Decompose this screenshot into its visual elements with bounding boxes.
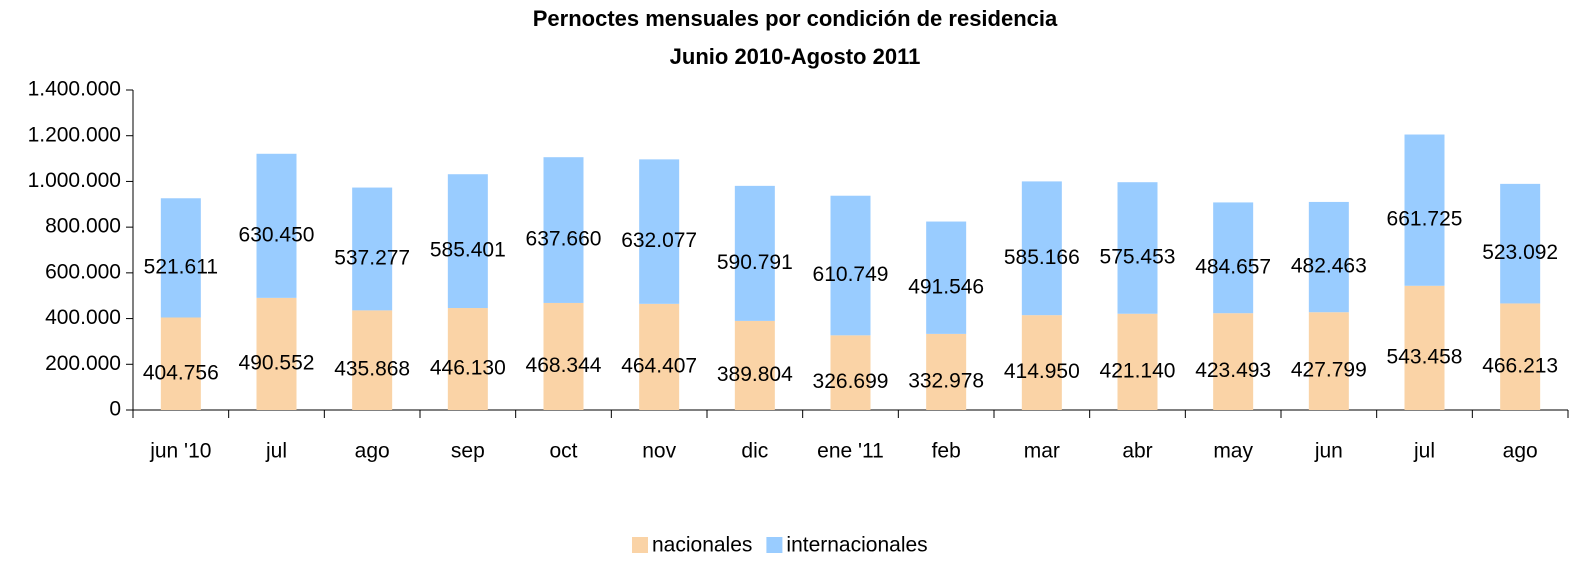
- legend-swatch: [766, 537, 783, 553]
- x-tick-label: ago: [1503, 440, 1538, 463]
- data-label: 446.130: [430, 357, 506, 380]
- bar-segment: [543, 157, 584, 303]
- data-label: 389.804: [717, 363, 793, 386]
- bar-segment: [926, 333, 967, 410]
- data-label: 543.458: [1387, 345, 1463, 368]
- bar-segment: [1117, 182, 1158, 314]
- x-tick-label: abr: [1122, 440, 1152, 463]
- data-label: 491.546: [908, 275, 984, 298]
- data-label: 585.401: [430, 239, 506, 262]
- bar-segment: [1021, 315, 1062, 410]
- bar-segment: [1213, 313, 1254, 410]
- y-tick-label: 200.000: [45, 352, 121, 375]
- y-tick-label: 400.000: [45, 306, 121, 329]
- data-label: 523.092: [1482, 241, 1558, 264]
- data-label: 423.493: [1195, 359, 1271, 382]
- bar-segment: [543, 302, 584, 410]
- bar-segment: [1404, 134, 1445, 286]
- data-label: 464.407: [621, 354, 697, 377]
- bar-segment: [734, 185, 775, 321]
- legend-label: internacionales: [786, 534, 927, 557]
- bar-segment: [160, 198, 201, 318]
- bar-segment: [447, 174, 488, 309]
- bar-segment: [352, 187, 393, 311]
- y-tick-label: 1.400.000: [28, 78, 121, 101]
- bar-segment: [1308, 201, 1349, 313]
- bar-segment: [830, 335, 871, 410]
- y-tick-label: 800.000: [45, 215, 121, 238]
- data-label: 421.140: [1100, 359, 1176, 382]
- data-label: 610.749: [813, 263, 889, 286]
- chart-subtitle: Junio 2010-Agosto 2011: [670, 44, 921, 69]
- data-label: 632.077: [621, 229, 697, 252]
- bar-segment: [1500, 183, 1541, 304]
- data-label: 435.868: [334, 358, 410, 381]
- x-tick-label: sep: [451, 440, 485, 463]
- data-label: 585.166: [1004, 246, 1080, 269]
- data-label: 326.699: [813, 370, 889, 393]
- bar-segment: [1500, 303, 1541, 410]
- data-label: 521.611: [144, 255, 218, 278]
- data-label: 590.791: [717, 251, 793, 274]
- data-label: 537.277: [334, 247, 410, 270]
- x-tick-label: jun '10: [149, 440, 211, 463]
- x-tick-label: ago: [355, 440, 390, 463]
- x-tick-label: jun: [1314, 440, 1343, 463]
- bar-segment: [926, 221, 967, 334]
- bar-segment: [256, 297, 297, 410]
- data-label: 637.660: [526, 228, 602, 251]
- y-tick-label: 1.200.000: [28, 123, 121, 146]
- x-tick-label: feb: [932, 440, 961, 463]
- data-label: 490.552: [239, 351, 315, 374]
- x-tick-label: jul: [265, 440, 287, 463]
- legend-swatch: [632, 537, 648, 553]
- x-tick-label: dic: [741, 440, 768, 463]
- bar-segment: [447, 308, 488, 410]
- bar-segment: [830, 195, 871, 336]
- y-tick-label: 0: [109, 398, 121, 421]
- bar-segment: [1404, 285, 1445, 410]
- y-tick-label: 600.000: [45, 260, 121, 283]
- bar-segment: [1117, 313, 1158, 410]
- bar-segment: [352, 310, 393, 410]
- bar-segment: [256, 153, 297, 298]
- data-label: 575.453: [1100, 246, 1176, 269]
- data-label: 630.450: [239, 223, 315, 246]
- data-label: 484.657: [1195, 255, 1271, 278]
- bar-segment: [160, 317, 201, 410]
- x-tick-label: oct: [549, 440, 577, 463]
- data-label: 482.463: [1291, 255, 1367, 278]
- data-label: 404.756: [143, 361, 219, 384]
- data-label: 468.344: [526, 354, 602, 377]
- bar-segment: [1308, 312, 1349, 410]
- legend-label: nacionales: [652, 534, 752, 557]
- x-tick-label: jul: [1413, 440, 1435, 463]
- x-tick-label: may: [1213, 440, 1253, 463]
- x-tick-label: ene '11: [817, 440, 884, 463]
- bar-segment: [639, 159, 680, 304]
- y-tick-label: 1.000.000: [28, 169, 121, 192]
- x-tick-label: nov: [642, 440, 676, 463]
- data-label: 661.725: [1387, 208, 1463, 231]
- data-label: 427.799: [1291, 359, 1367, 382]
- data-label: 332.978: [908, 369, 984, 392]
- bar-segment: [1021, 181, 1062, 316]
- data-label: 466.213: [1482, 354, 1558, 377]
- bar-segment: [734, 320, 775, 410]
- chart-title: Pernoctes mensuales por condición de res…: [533, 6, 1058, 31]
- x-tick-label: mar: [1024, 440, 1060, 463]
- bar-segment: [639, 303, 680, 410]
- bar-segment: [1213, 202, 1254, 314]
- data-label: 414.950: [1004, 360, 1080, 383]
